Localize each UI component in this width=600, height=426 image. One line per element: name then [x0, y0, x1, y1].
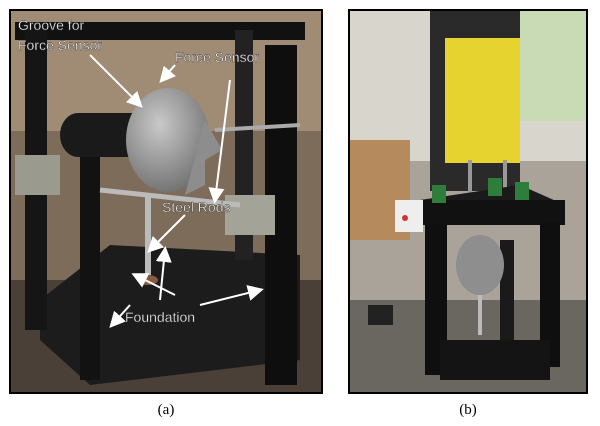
- page: {"panels": [ {"caption": "(a)", "labels"…: [0, 0, 600, 426]
- annotation: Force Sensor: [18, 37, 102, 53]
- annotation: Foundation: [125, 309, 195, 325]
- photo-b: [349, 10, 587, 393]
- photo-a: Groove for Force Sensor Force Sensor Ste…: [10, 10, 322, 393]
- figure: Groove for Force Sensor Force Sensor Ste…: [0, 0, 600, 426]
- annotation: Groove for: [18, 17, 84, 33]
- caption: (b): [459, 402, 477, 418]
- annotation: Force Sensor: [175, 49, 259, 65]
- caption: (a): [158, 402, 175, 418]
- annotation: Steel Rods: [162, 199, 230, 215]
